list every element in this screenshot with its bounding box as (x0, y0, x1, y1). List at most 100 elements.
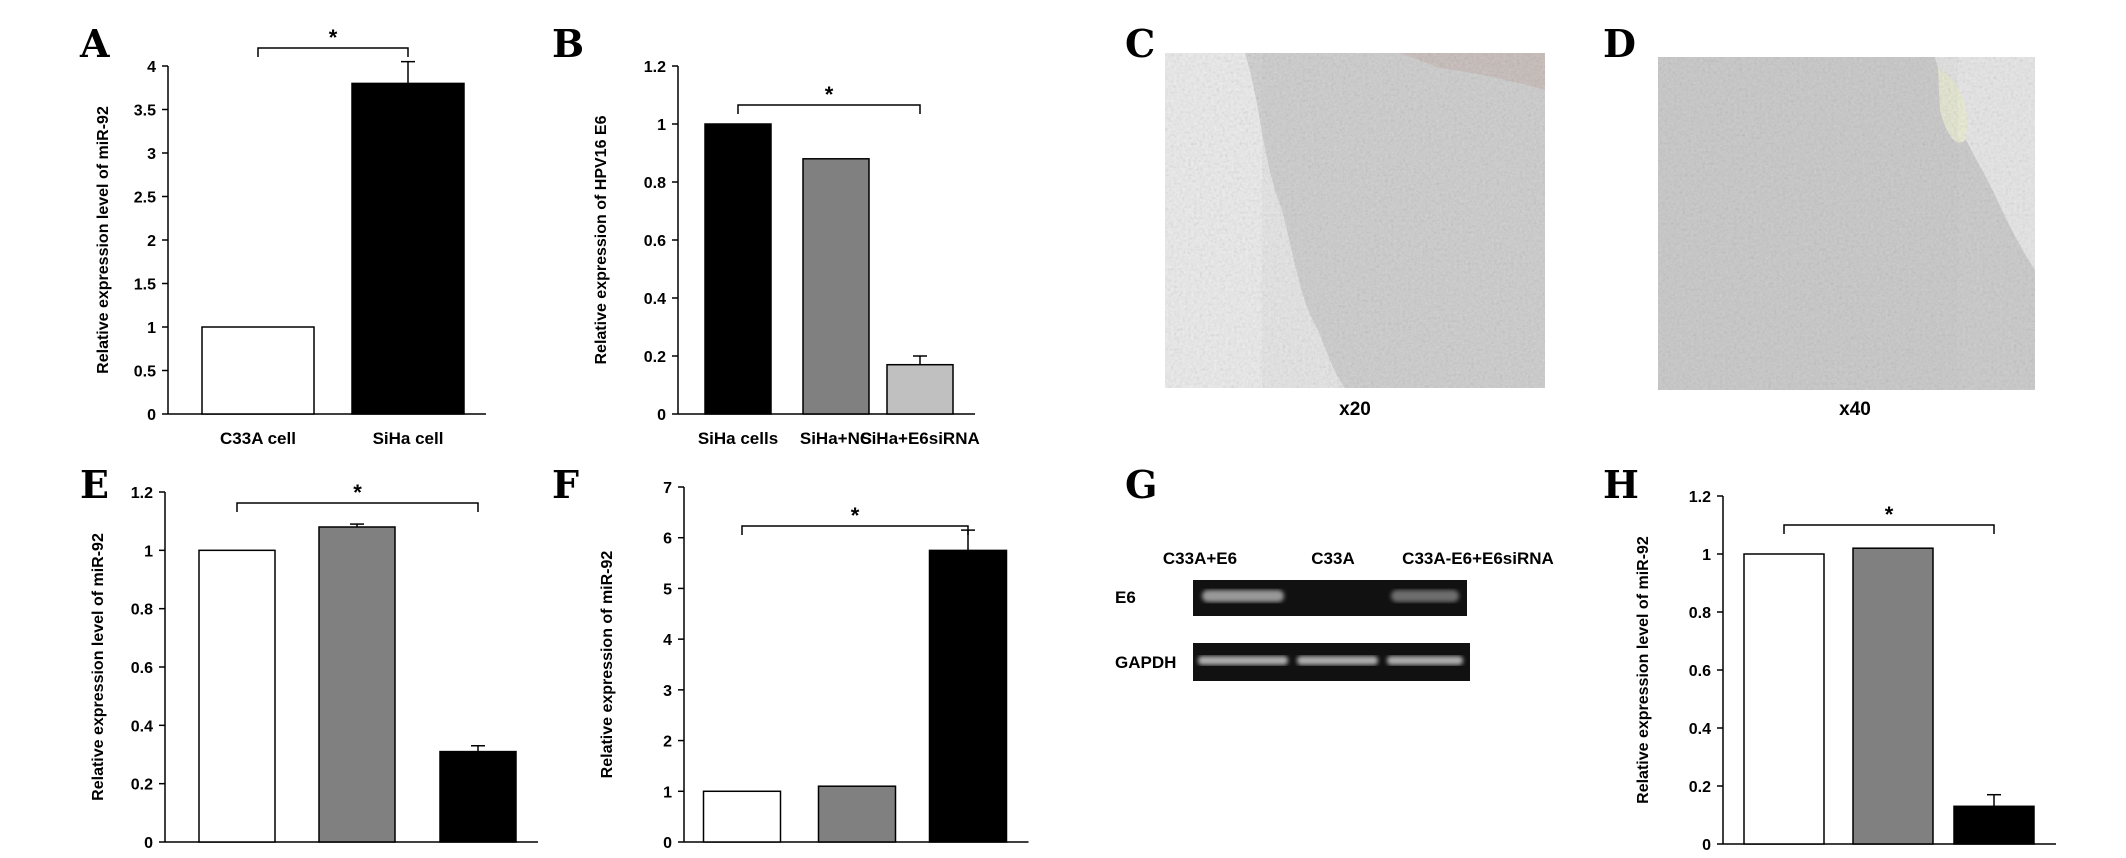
y-tick-label: 3.5 (134, 103, 156, 120)
y-tick-label: 1.2 (1689, 489, 1711, 506)
chart-panel-b: 0 0.2 0.4 0.6 0.8 1 1.2 Relative expression of … (593, 59, 980, 448)
bar (439, 750, 517, 843)
magnification-label-d: x40 (1839, 399, 1871, 420)
significance-star: * (1885, 502, 1894, 527)
bar (198, 549, 276, 843)
y-tick-label: 0.2 (1689, 779, 1711, 796)
y-tick-label: 0.6 (131, 660, 153, 677)
chart-panel-a: 0 0.5 1 1.5 2 2.5 3 3.5 4 Relative expression lev… (95, 25, 486, 448)
y-tick-label: 7 (663, 480, 672, 497)
panel-letter-e: E (80, 462, 109, 507)
y-tick-label: 0 (147, 407, 156, 424)
significance-bracket (737, 104, 921, 114)
e6-band (1202, 590, 1284, 602)
chart-panel-h: 0 0.2 0.4 0.6 0.8 1 1.2 Relative expression lev… (1635, 489, 2056, 854)
y-tick-label: 2 (663, 734, 672, 751)
y-tick-label: 0.8 (131, 602, 153, 619)
bar (802, 158, 870, 415)
y-tick-label: 0.2 (644, 349, 666, 366)
y-tick-label: 5 (663, 581, 672, 598)
panel-letter-a: A (79, 21, 110, 66)
bar (702, 790, 782, 843)
y-tick-label: 4 (147, 59, 156, 76)
y-tick-label: 0.4 (1689, 721, 1711, 738)
y-tick-label: 0.6 (644, 233, 666, 250)
gapdh-band (1387, 656, 1463, 665)
y-tick-label: 0.8 (644, 175, 666, 192)
significance-bracket (1783, 524, 1995, 534)
blot-lane-label-2: C33A (1311, 549, 1354, 568)
y-tick-label: 0 (657, 407, 666, 424)
significance-star: * (825, 82, 834, 107)
western-blot: C33A+E6 C33A C33A-E6+E6siRNA E6 GAPDH (1115, 549, 1554, 681)
blot-bands (1198, 590, 1463, 665)
panel-letter-h: H (1603, 462, 1639, 507)
y-axis-label-b: Relative expression of HPV16 E6 (593, 115, 610, 364)
panel-letter-b: B (552, 21, 584, 66)
bar (351, 82, 465, 415)
blot-lane-label-3: C33A-E6+E6siRNA (1402, 549, 1554, 568)
y-tick-label: 3 (147, 146, 156, 163)
micrograph-d (1658, 57, 2035, 390)
y-tick-label: 0 (144, 835, 153, 852)
y-tick-label: 4 (663, 632, 672, 649)
bar (1852, 547, 1934, 845)
significance-bracket (741, 525, 969, 535)
significance-star: * (851, 503, 860, 528)
panel-letter-d: D (1603, 21, 1636, 66)
panel-letter-f: F (552, 462, 579, 507)
bar (201, 326, 315, 415)
bar (1743, 553, 1825, 845)
chart-panel-e: 0 0.2 0.4 0.6 0.8 1 1.2 Relative expression lev… (90, 480, 538, 858)
y-tick-label: 1 (657, 117, 666, 134)
y-tick-label: 0.4 (644, 291, 666, 308)
category-label: C33A cell (220, 429, 296, 448)
category-label: SiHa cells (698, 429, 778, 448)
significance-bracket (236, 502, 479, 512)
bar (704, 123, 772, 415)
y-tick-label: 2.5 (134, 190, 156, 207)
blot-row-label-e6: E6 (1115, 588, 1136, 607)
panel-letter-c: C (1125, 21, 1155, 66)
y-tick-label: 1 (144, 543, 153, 560)
y-tick-label: 6 (663, 531, 672, 548)
significance-bracket (257, 47, 409, 57)
y-tick-label: 1 (147, 320, 156, 337)
y-tick-label: 0.5 (134, 364, 156, 381)
blot-lane-label-1: C33A+E6 (1163, 549, 1237, 568)
bar (318, 526, 396, 843)
y-axis-label-e: Relative expression level of miR-92 (90, 533, 107, 801)
significance-star: * (353, 480, 362, 505)
y-tick-label: 0 (1702, 837, 1711, 854)
y-tick-label: 2 (147, 233, 156, 250)
y-tick-label: 1 (1702, 547, 1711, 564)
y-tick-label: 1.2 (131, 485, 153, 502)
panel-letter-g: G (1125, 462, 1157, 507)
significance-star: * (329, 25, 338, 50)
y-tick-label: 0.6 (1689, 663, 1711, 680)
gapdh-band (1297, 656, 1378, 665)
y-axis-label-a: Relative expression level of miR-92 (95, 106, 112, 374)
y-tick-label: 1 (663, 784, 672, 801)
category-label: SiHa cell (373, 429, 444, 448)
bar (1953, 805, 2035, 845)
gapdh-band (1198, 656, 1288, 665)
e6-band (1391, 590, 1459, 602)
y-tick-label: 1.5 (134, 277, 156, 294)
y-axis-label-f: Relative expression of miR-92 (599, 551, 616, 779)
category-label: SiHa+E6siRNA (860, 429, 980, 448)
y-tick-label: 0.8 (1689, 605, 1711, 622)
y-tick-label: 3 (663, 683, 672, 700)
y-tick-label: 0 (663, 835, 672, 852)
y-axis-label-h: Relative expression level of miR-92 (1635, 536, 1652, 804)
y-tick-label: 0.4 (131, 718, 153, 735)
magnification-label-c: x20 (1339, 399, 1371, 420)
category-label: SiHa+NC (800, 429, 872, 448)
bar (886, 363, 954, 415)
y-tick-label: 0.2 (131, 777, 153, 794)
bar (928, 549, 1008, 843)
micrograph-c (1165, 53, 1545, 388)
blot-row-label-gapdh: GAPDH (1115, 653, 1176, 672)
